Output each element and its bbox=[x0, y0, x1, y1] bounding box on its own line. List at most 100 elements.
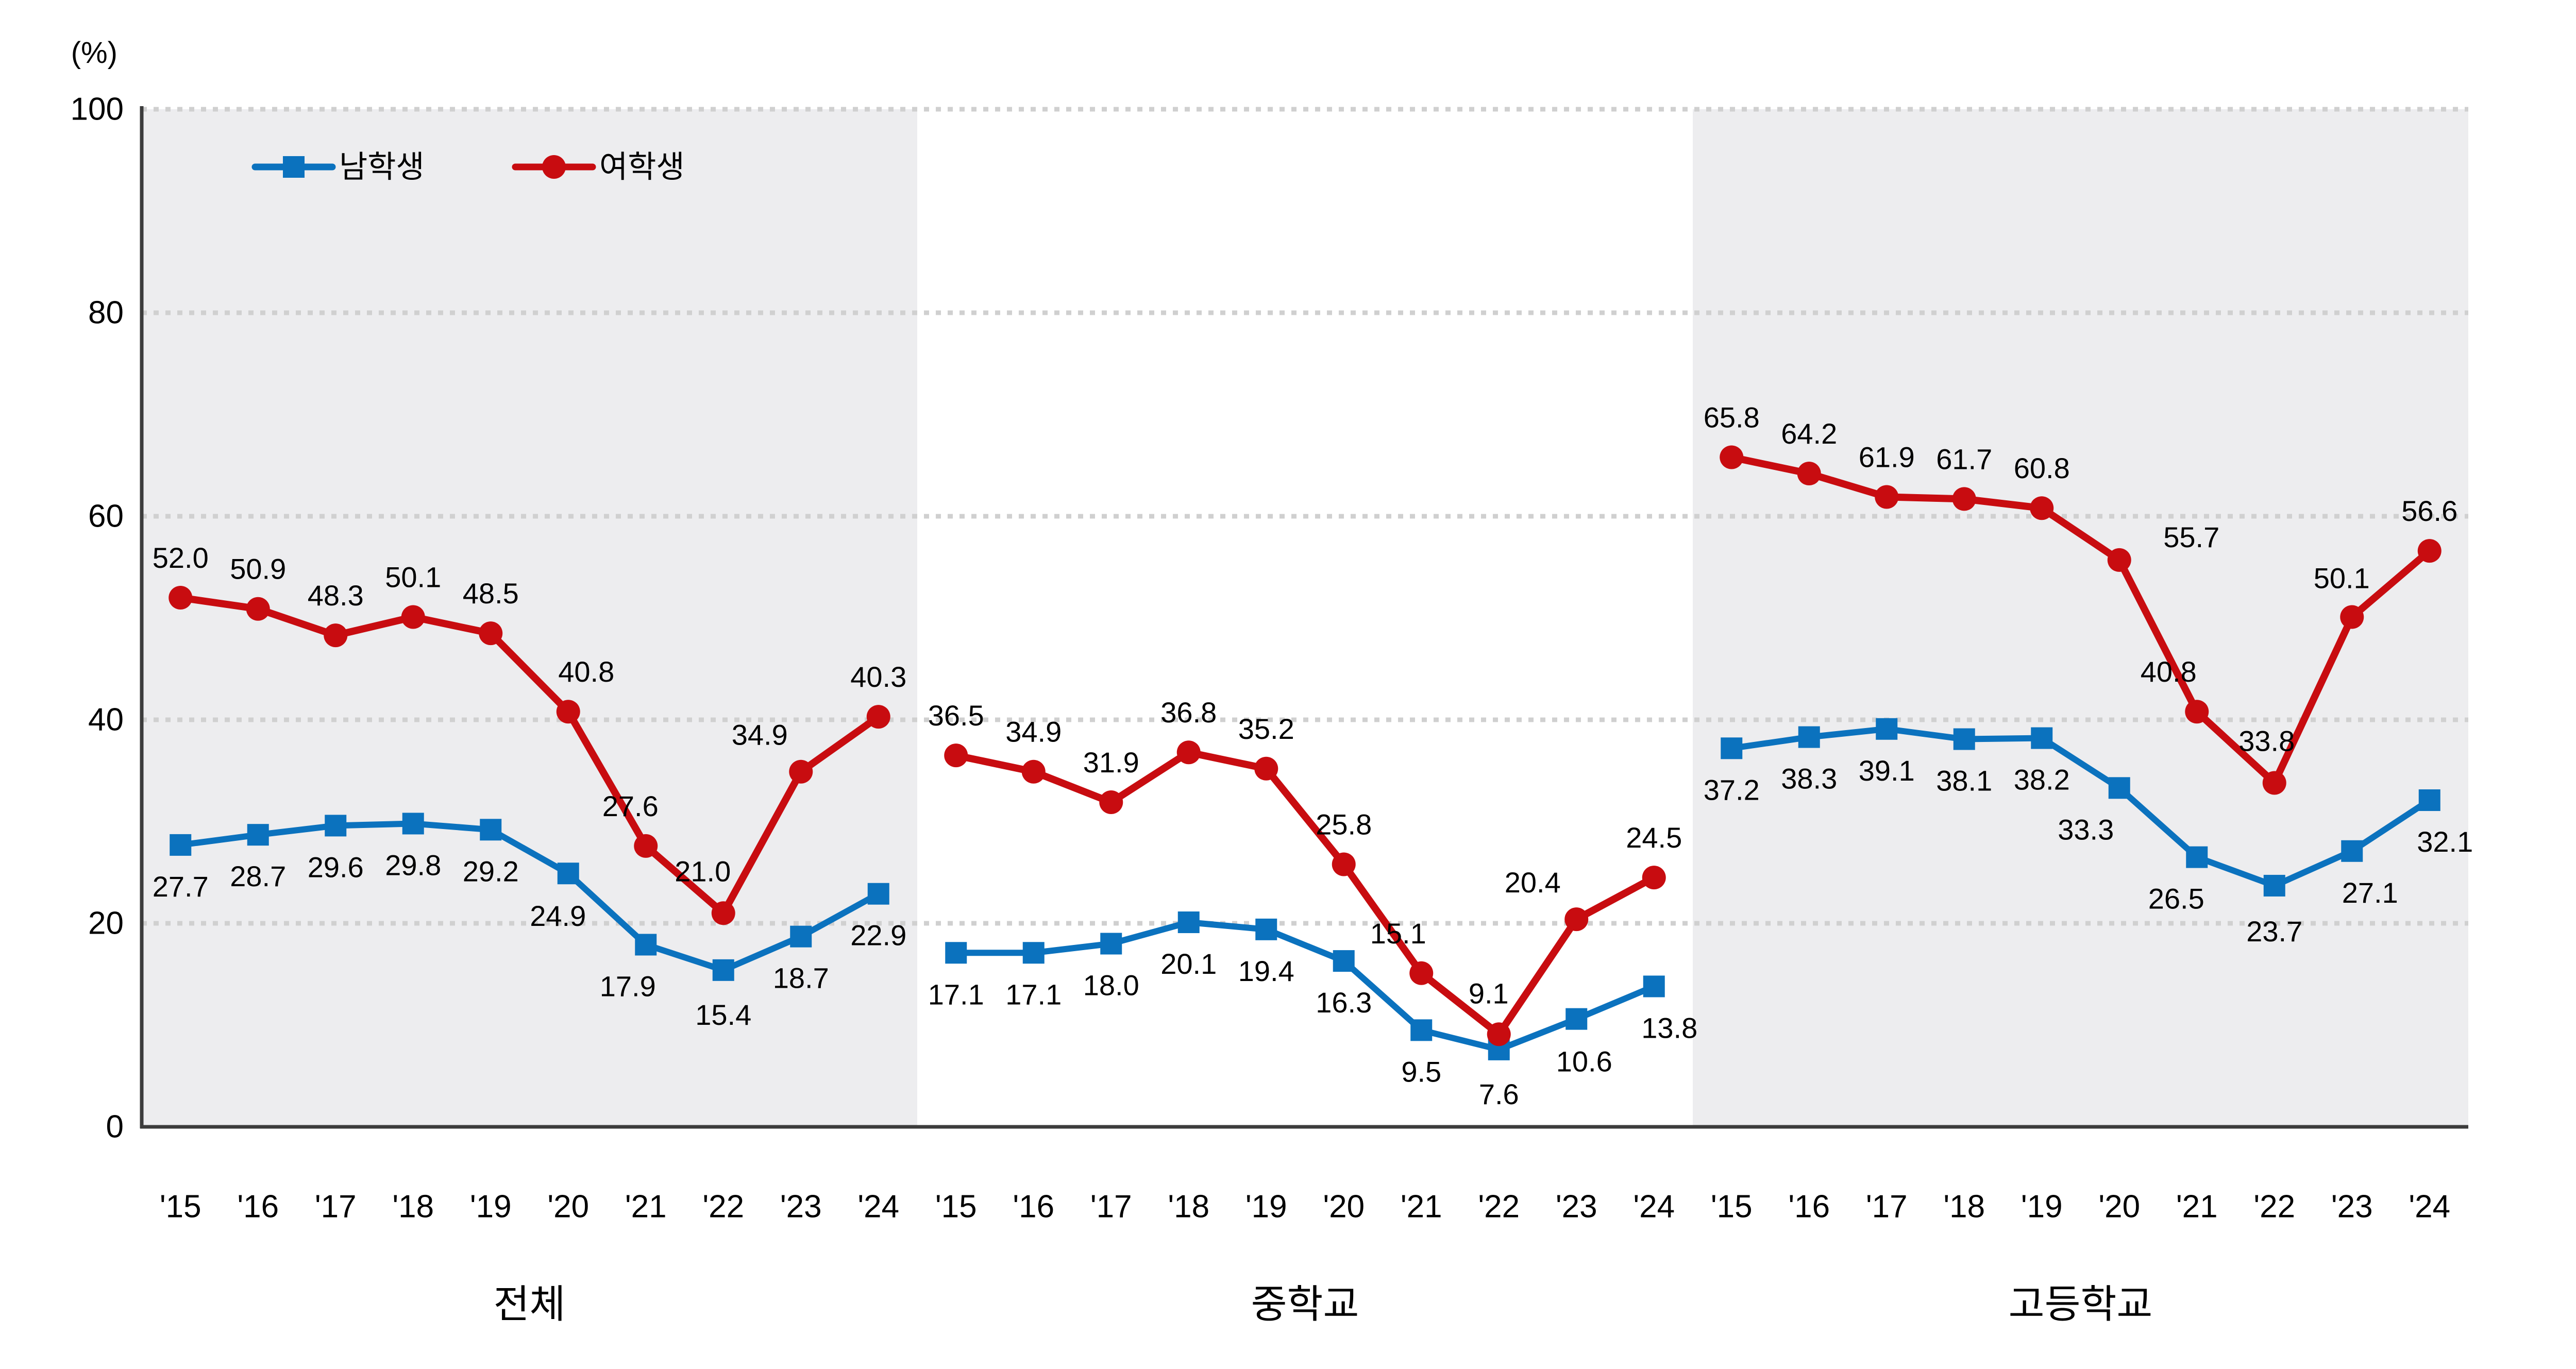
y-tick-label-80: 80 bbox=[88, 295, 124, 331]
value-label-female-p0-8: 34.9 bbox=[732, 719, 788, 751]
value-label-female-p2-6: 40.8 bbox=[2141, 655, 2197, 688]
x-tick-p2-1: '16 bbox=[1788, 1189, 1830, 1225]
value-label-female-p1-6: 15.1 bbox=[1370, 917, 1426, 950]
marker-female-p1-0 bbox=[944, 743, 968, 768]
x-tick-p2-0: '15 bbox=[1711, 1189, 1753, 1225]
x-tick-p0-9: '24 bbox=[857, 1189, 899, 1225]
x-tick-p2-4: '19 bbox=[2021, 1189, 2063, 1225]
marker-male-p1-2 bbox=[1100, 933, 1122, 955]
legend-label: 여학생 bbox=[599, 150, 685, 184]
value-label-male-p0-1: 28.7 bbox=[230, 860, 286, 892]
value-label-male-p1-4: 19.4 bbox=[1238, 955, 1294, 987]
marker-female-p0-2 bbox=[324, 623, 348, 648]
legend-item-female: 여학생 bbox=[512, 150, 685, 184]
x-tick-p1-4: '19 bbox=[1245, 1189, 1287, 1225]
value-label-male-p0-2: 29.6 bbox=[308, 851, 364, 883]
male-line-p1 bbox=[956, 919, 1656, 1053]
value-label-female-p1-2: 31.9 bbox=[1083, 746, 1139, 779]
legend-circle-marker bbox=[542, 155, 566, 179]
value-label-male-p1-9: 13.8 bbox=[1641, 1011, 1697, 1044]
value-label-male-p2-7: 23.7 bbox=[2246, 915, 2302, 948]
value-label-male-p1-7: 7.6 bbox=[1479, 1078, 1519, 1110]
value-label-female-p0-7: 21.0 bbox=[675, 855, 731, 887]
x-tick-p0-6: '21 bbox=[625, 1189, 667, 1225]
marker-male-p2-7 bbox=[2263, 874, 2285, 897]
marker-female-p2-1 bbox=[1797, 462, 1821, 486]
value-label-female-p2-9: 56.6 bbox=[2401, 495, 2457, 527]
value-label-female-p1-4: 35.2 bbox=[1238, 713, 1294, 745]
x-tick-p1-2: '17 bbox=[1090, 1189, 1132, 1225]
value-label-male-p2-4: 38.2 bbox=[2014, 764, 2070, 796]
y-tick-label-40: 40 bbox=[88, 702, 124, 738]
marker-female-p1-1 bbox=[1021, 759, 1046, 784]
value-label-male-p0-3: 29.8 bbox=[385, 849, 441, 881]
value-label-male-p0-5: 24.9 bbox=[530, 900, 586, 932]
value-label-female-p1-5: 25.8 bbox=[1316, 808, 1372, 840]
value-label-male-p0-6: 17.9 bbox=[600, 970, 656, 1002]
marker-female-p0-9 bbox=[866, 705, 890, 729]
value-label-female-p0-5: 40.8 bbox=[558, 655, 614, 688]
marker-male-p2-8 bbox=[2341, 840, 2363, 862]
value-label-female-p1-0: 36.5 bbox=[928, 699, 984, 732]
x-tick-p1-1: '16 bbox=[1013, 1189, 1054, 1225]
x-tick-p0-4: '19 bbox=[470, 1189, 512, 1225]
male-line-p2 bbox=[1731, 725, 2432, 889]
x-tick-p2-6: '21 bbox=[2176, 1189, 2218, 1225]
value-label-female-p2-1: 64.2 bbox=[1781, 417, 1837, 450]
x-tick-p2-5: '20 bbox=[2098, 1189, 2140, 1225]
panel-caption-1: 중학교 bbox=[1251, 1283, 1359, 1327]
marker-female-p1-7 bbox=[1487, 1022, 1511, 1046]
panel-caption-0: 전체 bbox=[494, 1283, 566, 1327]
panel-bg-2 bbox=[1693, 109, 2468, 1127]
marker-female-p2-3 bbox=[1952, 487, 1976, 511]
value-label-male-p1-5: 16.3 bbox=[1316, 986, 1372, 1019]
x-tick-p1-9: '24 bbox=[1633, 1189, 1675, 1225]
marker-male-p2-4 bbox=[2031, 727, 2053, 749]
legend-item-male: 남학생 bbox=[251, 150, 425, 184]
value-label-female-p0-0: 52.0 bbox=[153, 542, 209, 574]
panel-bg-1 bbox=[917, 109, 1693, 1127]
value-label-female-p1-3: 36.8 bbox=[1160, 696, 1217, 729]
value-label-female-p0-4: 48.5 bbox=[463, 577, 519, 610]
marker-male-p2-0 bbox=[1721, 737, 1743, 759]
legend-square-marker bbox=[283, 156, 305, 178]
x-tick-p0-8: '23 bbox=[780, 1189, 822, 1225]
marker-female-p1-4 bbox=[1254, 756, 1278, 781]
female-line-p0 bbox=[180, 594, 881, 917]
marker-female-p0-1 bbox=[246, 597, 270, 621]
value-label-male-p2-2: 39.1 bbox=[1859, 754, 1915, 787]
value-label-male-p0-8: 18.7 bbox=[773, 962, 829, 994]
x-tick-p0-3: '18 bbox=[392, 1189, 434, 1225]
marker-male-p0-3 bbox=[402, 813, 424, 835]
value-label-male-p2-9: 32.1 bbox=[2417, 825, 2473, 858]
x-tick-p2-8: '23 bbox=[2331, 1189, 2373, 1225]
value-label-female-p2-2: 61.9 bbox=[1859, 441, 1915, 473]
value-label-male-p2-0: 37.2 bbox=[1704, 773, 1760, 806]
x-tick-p0-7: '22 bbox=[702, 1189, 744, 1225]
marker-female-p2-2 bbox=[1875, 485, 1899, 509]
x-tick-p2-7: '22 bbox=[2253, 1189, 2295, 1225]
value-label-male-p0-0: 27.7 bbox=[153, 870, 209, 903]
marker-male-p1-9 bbox=[1643, 975, 1665, 998]
marker-male-p0-6 bbox=[635, 934, 657, 956]
legend-label: 남학생 bbox=[339, 150, 425, 184]
marker-female-p0-8 bbox=[789, 759, 813, 784]
value-label-female-p0-3: 50.1 bbox=[385, 561, 441, 594]
marker-female-p1-5 bbox=[1332, 852, 1356, 876]
y-tick-label-0: 0 bbox=[106, 1109, 124, 1145]
marker-male-p1-8 bbox=[1565, 1008, 1588, 1030]
x-tick-p1-6: '21 bbox=[1401, 1189, 1442, 1225]
x-tick-p0-2: '17 bbox=[315, 1189, 357, 1225]
value-label-male-p1-3: 20.1 bbox=[1160, 948, 1217, 980]
marker-female-p0-5 bbox=[556, 700, 580, 724]
marker-female-p0-6 bbox=[634, 834, 658, 858]
value-label-male-p1-0: 17.1 bbox=[928, 978, 984, 1010]
marker-female-p2-6 bbox=[2185, 700, 2209, 724]
value-label-male-p1-2: 18.0 bbox=[1083, 969, 1139, 1002]
value-label-female-p1-1: 34.9 bbox=[1005, 716, 1062, 748]
value-label-female-p0-6: 27.6 bbox=[602, 790, 659, 822]
value-label-male-p1-8: 10.6 bbox=[1556, 1045, 1612, 1078]
value-label-female-p2-0: 65.8 bbox=[1704, 401, 1760, 433]
y-tick-label-100: 100 bbox=[71, 92, 124, 127]
